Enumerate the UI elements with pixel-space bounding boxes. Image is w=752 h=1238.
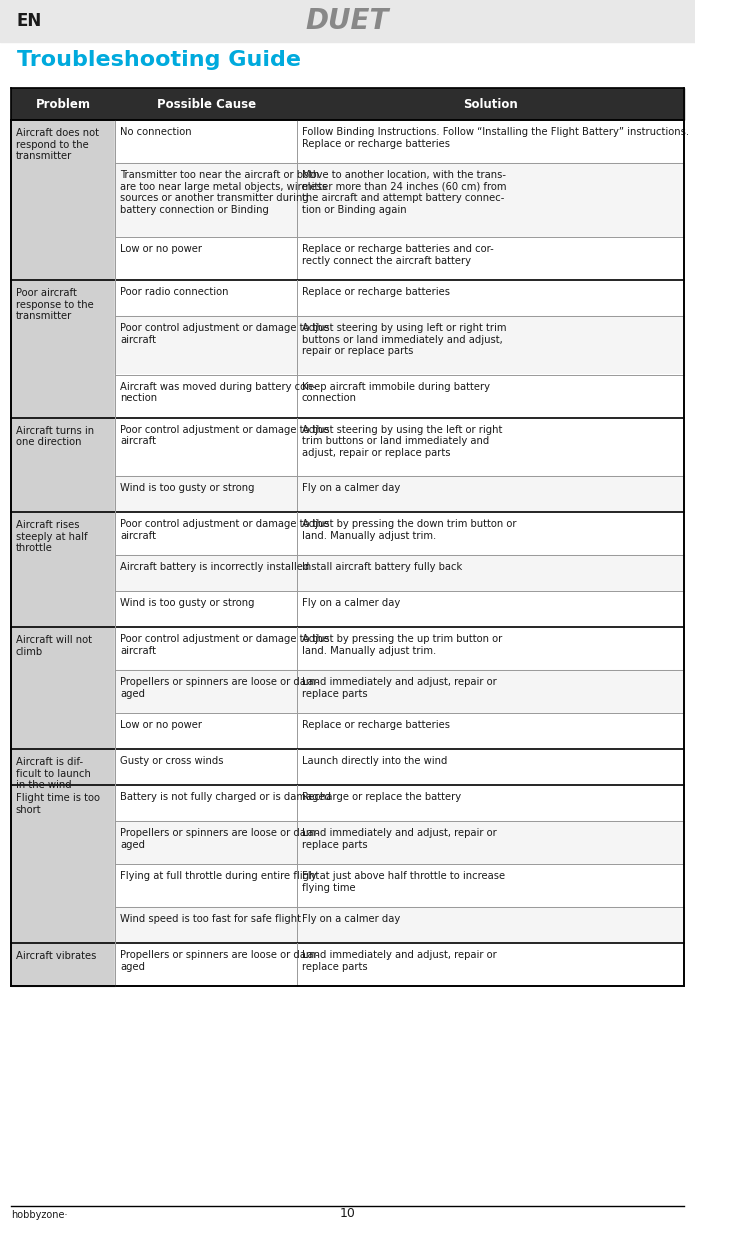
Bar bbox=[115, 417, 684, 475]
Text: EN: EN bbox=[17, 12, 42, 30]
Text: Follow Binding Instructions. Follow “Installing the Flight Battery” instructions: Follow Binding Instructions. Follow “Ins… bbox=[302, 128, 689, 149]
Bar bbox=[11, 785, 115, 943]
Text: Aircraft vibrates: Aircraft vibrates bbox=[16, 951, 96, 961]
Text: Aircraft is dif-
ficult to launch
in the wind: Aircraft is dif- ficult to launch in the… bbox=[16, 756, 90, 790]
Text: 10: 10 bbox=[339, 1207, 355, 1219]
Text: Wind is too gusty or strong: Wind is too gusty or strong bbox=[120, 598, 254, 608]
Bar bbox=[11, 120, 115, 280]
Bar bbox=[115, 555, 684, 591]
Text: Aircraft rises
steeply at half
throttle: Aircraft rises steeply at half throttle bbox=[16, 520, 87, 553]
Bar bbox=[115, 749, 684, 785]
Text: Aircraft does not
respond to the
transmitter: Aircraft does not respond to the transmi… bbox=[16, 128, 99, 161]
Text: Adjust steering by using left or right trim
buttons or land immediately and adju: Adjust steering by using left or right t… bbox=[302, 323, 506, 357]
Bar bbox=[115, 943, 684, 985]
Text: Fly on a calmer day: Fly on a calmer day bbox=[302, 914, 400, 924]
Text: Recharge or replace the battery: Recharge or replace the battery bbox=[302, 792, 461, 802]
Text: Replace or recharge batteries: Replace or recharge batteries bbox=[302, 287, 450, 297]
Text: Replace or recharge batteries: Replace or recharge batteries bbox=[302, 721, 450, 730]
Bar bbox=[11, 280, 115, 417]
Text: Propellers or spinners are loose or dam-
aged: Propellers or spinners are loose or dam-… bbox=[120, 828, 319, 849]
Bar bbox=[115, 236, 684, 280]
Text: Flight time is too
short: Flight time is too short bbox=[16, 794, 100, 815]
Bar bbox=[115, 591, 684, 626]
Bar bbox=[115, 120, 684, 163]
Text: DUET: DUET bbox=[305, 7, 389, 35]
Bar bbox=[11, 513, 115, 626]
Text: Flying at full throttle during entire flight: Flying at full throttle during entire fl… bbox=[120, 872, 319, 881]
Bar bbox=[115, 670, 684, 713]
Text: Aircraft turns in
one direction: Aircraft turns in one direction bbox=[16, 426, 94, 447]
Text: No connection: No connection bbox=[120, 128, 192, 137]
Text: Adjust by pressing the up trim button or
land. Manually adjust trim.: Adjust by pressing the up trim button or… bbox=[302, 634, 502, 656]
Text: Land immediately and adjust, repair or
replace parts: Land immediately and adjust, repair or r… bbox=[302, 828, 496, 849]
Text: Move to another location, with the trans-
mitter more than 24 inches (60 cm) fro: Move to another location, with the trans… bbox=[302, 170, 506, 215]
Text: Replace or recharge batteries and cor-
rectly connect the aircraft battery: Replace or recharge batteries and cor- r… bbox=[302, 244, 493, 266]
Text: Adjust by pressing the down trim button or
land. Manually adjust trim.: Adjust by pressing the down trim button … bbox=[302, 519, 516, 541]
Bar bbox=[115, 864, 684, 907]
Bar bbox=[11, 626, 115, 749]
Bar bbox=[115, 163, 684, 236]
Text: Poor control adjustment or damage to the
aircraft: Poor control adjustment or damage to the… bbox=[120, 519, 329, 541]
Bar bbox=[115, 375, 684, 417]
Bar bbox=[115, 785, 684, 821]
Bar bbox=[11, 417, 115, 513]
Text: Launch directly into the wind: Launch directly into the wind bbox=[302, 756, 447, 766]
Bar bbox=[115, 316, 684, 375]
Bar bbox=[115, 475, 684, 513]
Text: Poor radio connection: Poor radio connection bbox=[120, 287, 229, 297]
Text: Wind speed is too fast for safe flight: Wind speed is too fast for safe flight bbox=[120, 914, 301, 924]
Bar bbox=[115, 280, 684, 316]
Text: Land immediately and adjust, repair or
replace parts: Land immediately and adjust, repair or r… bbox=[302, 677, 496, 698]
Bar bbox=[115, 626, 684, 670]
Text: Gusty or cross winds: Gusty or cross winds bbox=[120, 756, 223, 766]
Text: Poor control adjustment or damage to the
aircraft: Poor control adjustment or damage to the… bbox=[120, 323, 329, 344]
Text: Aircraft will not
climb: Aircraft will not climb bbox=[16, 635, 92, 656]
Text: Poor control adjustment or damage to the
aircraft: Poor control adjustment or damage to the… bbox=[120, 425, 329, 446]
Text: Install aircraft battery fully back: Install aircraft battery fully back bbox=[302, 562, 462, 572]
Text: Fly at just above half throttle to increase
flying time: Fly at just above half throttle to incre… bbox=[302, 872, 505, 893]
Text: Wind is too gusty or strong: Wind is too gusty or strong bbox=[120, 483, 254, 493]
Bar bbox=[11, 943, 115, 985]
Bar bbox=[0, 0, 695, 42]
Text: Solution: Solution bbox=[463, 98, 517, 110]
Text: Poor control adjustment or damage to the
aircraft: Poor control adjustment or damage to the… bbox=[120, 634, 329, 656]
Text: Battery is not fully charged or is damaged: Battery is not fully charged or is damag… bbox=[120, 792, 331, 802]
Text: Fly on a calmer day: Fly on a calmer day bbox=[302, 483, 400, 493]
Text: Transmitter too near the aircraft or both
are too near large metal objects, wire: Transmitter too near the aircraft or bot… bbox=[120, 170, 327, 215]
Bar bbox=[11, 120, 684, 985]
Bar bbox=[11, 88, 684, 120]
Bar bbox=[115, 907, 684, 943]
Text: Keep aircraft immobile during battery
connection: Keep aircraft immobile during battery co… bbox=[302, 381, 490, 404]
Text: Low or no power: Low or no power bbox=[120, 244, 202, 254]
Bar bbox=[115, 713, 684, 749]
Text: Land immediately and adjust, repair or
replace parts: Land immediately and adjust, repair or r… bbox=[302, 950, 496, 972]
Text: Problem: Problem bbox=[35, 98, 91, 110]
Bar bbox=[115, 821, 684, 864]
Text: Adjust steering by using the left or right
trim buttons or land immediately and
: Adjust steering by using the left or rig… bbox=[302, 425, 502, 458]
Bar bbox=[11, 749, 115, 785]
Text: Possible Cause: Possible Cause bbox=[156, 98, 256, 110]
Text: Low or no power: Low or no power bbox=[120, 721, 202, 730]
Text: Aircraft was moved during battery con-
nection: Aircraft was moved during battery con- n… bbox=[120, 381, 316, 404]
Text: Poor aircraft
response to the
transmitter: Poor aircraft response to the transmitte… bbox=[16, 288, 93, 321]
Text: Propellers or spinners are loose or dam-
aged: Propellers or spinners are loose or dam-… bbox=[120, 950, 319, 972]
Text: Fly on a calmer day: Fly on a calmer day bbox=[302, 598, 400, 608]
Text: Troubleshooting Guide: Troubleshooting Guide bbox=[17, 50, 301, 71]
Text: Aircraft battery is incorrectly installed: Aircraft battery is incorrectly installe… bbox=[120, 562, 309, 572]
Text: hobbyzone·: hobbyzone· bbox=[11, 1210, 68, 1219]
Bar bbox=[115, 513, 684, 555]
Text: Propellers or spinners are loose or dam-
aged: Propellers or spinners are loose or dam-… bbox=[120, 677, 319, 698]
